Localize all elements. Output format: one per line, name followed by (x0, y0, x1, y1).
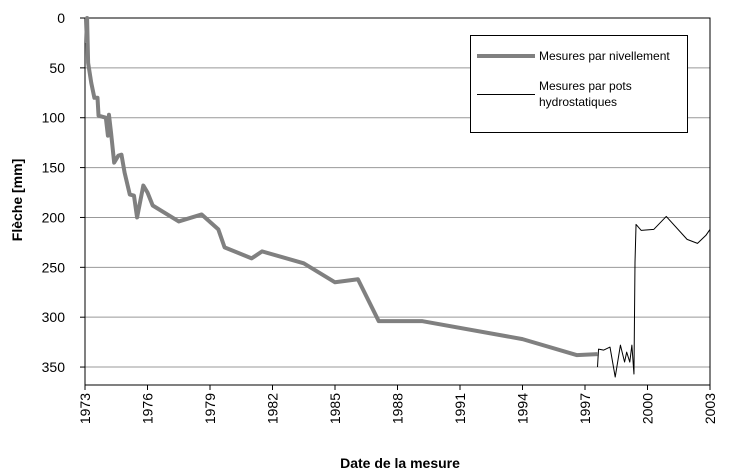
x-tick-label: 1973 (77, 393, 93, 424)
x-tick-label: 1988 (390, 393, 406, 424)
y-tick-label: 100 (42, 110, 66, 126)
legend-item: Mesures par pots hydrostatiques (477, 78, 681, 110)
x-tick-label: 1994 (515, 393, 531, 424)
plot-area (84, 17, 711, 386)
y-tick-label: 350 (42, 359, 66, 375)
y-tick-label: 200 (42, 209, 66, 225)
x-tick-label: 1982 (265, 393, 281, 424)
legend-label: Mesures par nivellement (539, 49, 670, 63)
y-tick-label: 0 (57, 10, 65, 26)
legend-item: Mesures par nivellement (477, 48, 681, 64)
x-tick-label: 2000 (640, 393, 656, 424)
x-tick-label: 1985 (327, 393, 343, 424)
x-tick-label: 1979 (202, 393, 218, 424)
series-line (597, 215, 711, 378)
y-tick-label: 150 (42, 160, 66, 176)
series-line (84, 16, 598, 358)
x-axis-title: Date de la mesure (340, 455, 460, 471)
x-tick-label: 1997 (577, 393, 593, 424)
y-tick-label: 300 (42, 309, 66, 325)
y-tick-label: 50 (49, 60, 65, 76)
legend-swatch (477, 93, 535, 95)
x-tick-label: 1991 (452, 393, 468, 424)
x-tick-label: 1976 (140, 393, 156, 424)
legend: Mesures par nivellement Mesures par pots … (470, 35, 688, 133)
legend-swatch (477, 54, 535, 58)
y-tick-label: 250 (42, 259, 66, 275)
y-axis-title: Flèche [mm] (9, 159, 25, 241)
x-tick-label: 2003 (702, 393, 718, 424)
legend-label: Mesures par pots hydrostatiques (539, 79, 632, 109)
